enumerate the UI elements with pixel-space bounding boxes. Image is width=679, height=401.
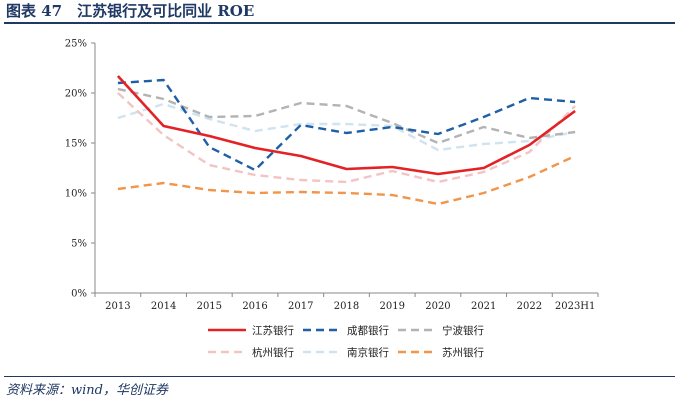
x-tick-label: 2019 (380, 301, 405, 312)
legend-label-2: 宁波银行 (442, 324, 484, 337)
x-tick-label: 2022 (517, 301, 542, 312)
series-line-3 (117, 92, 576, 184)
x-tick-label: 2020 (425, 301, 450, 312)
x-tick-label: 2013 (105, 301, 130, 312)
x-tick-label: 2014 (151, 301, 176, 312)
legend-label-3: 杭州银行 (252, 346, 294, 359)
y-tick-label: 0% (71, 289, 87, 300)
y-tick-label: 10% (65, 189, 87, 200)
source-divider (4, 376, 675, 377)
title-divider (4, 22, 675, 24)
chart-series (116, 75, 576, 206)
legend-label-0: 江苏银行 (252, 324, 294, 337)
legend-label-5: 苏州银行 (442, 346, 484, 359)
source-note: 资料来源：wind，华创证券 (6, 383, 168, 398)
figure-title: 图表 47 江苏银行及可比同业 ROE (6, 2, 255, 20)
legend-label-1: 成都银行 (347, 324, 389, 337)
chart-axes: 0% 5% 10% 15% 20% 25% 2013 2014 2015 2016 2017 2018… (65, 39, 599, 312)
x-tick-label: 2021 (471, 301, 496, 312)
legend-label-4: 南京银行 (347, 346, 389, 359)
series-line-4 (117, 102, 576, 152)
x-tick-label: 2016 (242, 301, 267, 312)
series-line-0 (116, 75, 576, 176)
series-line-1 (117, 78, 576, 172)
x-tick-label: 2023H1 (555, 301, 596, 312)
series-line-2 (117, 87, 576, 145)
x-tick-label: 2017 (288, 301, 313, 312)
x-tick-label: 2015 (197, 301, 222, 312)
y-tick-label: 15% (65, 139, 87, 150)
y-tick-label: 20% (65, 89, 87, 100)
y-tick-label: 25% (65, 39, 87, 50)
y-tick-label: 5% (71, 239, 87, 250)
x-tick-label: 2018 (334, 301, 359, 312)
